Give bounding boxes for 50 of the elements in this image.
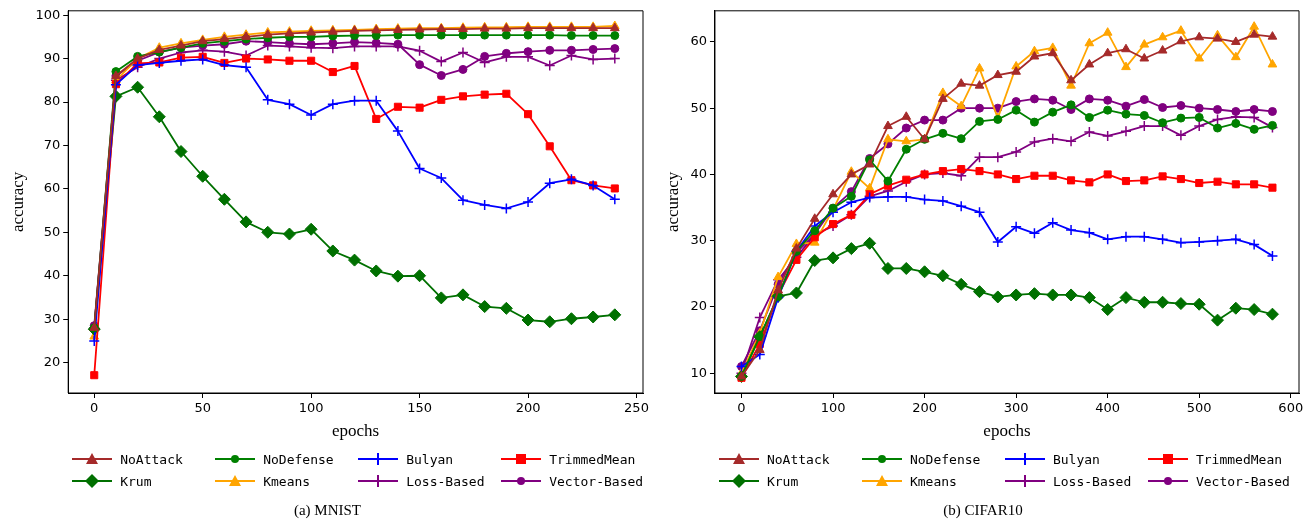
y-tick-label: 20 [43,353,61,369]
y-axis-title: accuracy [662,171,682,233]
legend-label: NoDefense [263,451,334,467]
x-tick-label: 200 [912,400,937,416]
legend-label: Loss-Based [406,473,485,489]
y-tick-label: 40 [690,165,707,181]
legend-label: NoAttack [766,451,830,467]
legend-label: Bulyan [406,451,454,467]
x-tick-label: 50 [194,400,211,416]
y-tick-label: 60 [43,180,61,196]
y-tick-label: 100 [35,6,61,22]
legend-label: NoAttack [120,451,183,467]
legend-label: NoDefense [909,451,981,467]
x-tick-label: 100 [820,400,846,416]
x-tick-label: 0 [90,400,99,416]
x-tick-label: 200 [515,400,541,416]
x-tick-label: 250 [624,400,649,416]
y-tick-label: 70 [43,136,61,152]
legend-label: Kmeans [263,473,311,489]
x-axis-title: epochs [332,421,380,441]
legend-label: Kmeans [909,473,957,489]
x-tick-label: 0 [737,400,746,416]
y-tick-label: 30 [690,232,707,248]
y-tick-label: 60 [690,33,707,49]
y-tick-label: 30 [43,310,61,326]
x-tick-label: 400 [1095,400,1121,416]
y-tick-label: 10 [690,364,707,380]
legend-label: Krum [120,473,152,489]
text: (b) CIFAR10 [942,502,1024,519]
x-tick-label: 100 [298,400,324,416]
x-axis-title: epochs [983,421,1031,441]
x-tick-label: 600 [1278,400,1304,416]
legend-label: Vector-Based [1195,473,1290,489]
legend-label: Bulyan [1052,451,1100,467]
x-tick-label: 300 [1003,400,1029,416]
y-tick-label: 80 [43,93,61,109]
legend-label: Krum [766,473,799,489]
legend-label: TrimmedMean [549,451,636,467]
y-tick-label: 50 [690,99,707,115]
legend-label: Vector-Based [549,473,644,489]
x-tick-label: 150 [407,400,433,416]
x-tick-label: 500 [1186,400,1212,416]
y-tick-label: 40 [43,267,61,283]
y-axis-title: accuracy [7,171,27,233]
y-tick-label: 20 [690,298,707,314]
text: (a) MNIST [292,502,363,519]
legend-label: Loss-Based [1052,473,1132,489]
y-tick-label: 90 [43,49,61,65]
y-tick-label: 50 [43,223,61,239]
legend-label: TrimmedMean [1195,451,1283,467]
